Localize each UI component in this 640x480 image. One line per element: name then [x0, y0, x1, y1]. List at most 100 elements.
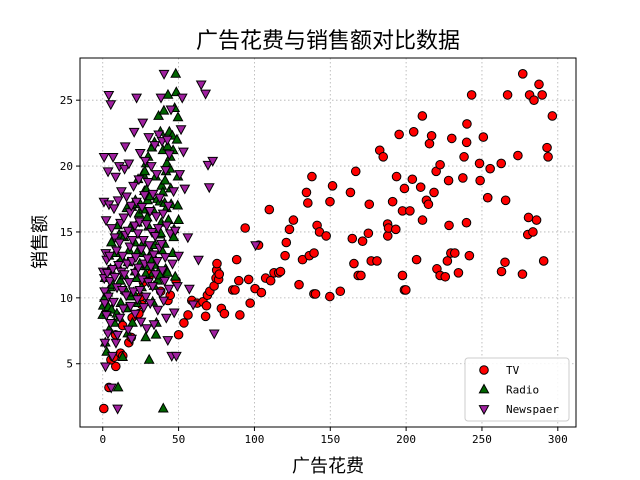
data-point: [394, 129, 404, 140]
data-point: [424, 138, 435, 149]
y-tick-label: 20: [60, 160, 73, 173]
data-point: [214, 269, 225, 279]
data-point: [474, 158, 485, 169]
data-point: [496, 266, 507, 277]
data-point: [357, 236, 368, 246]
data-point: [145, 262, 157, 273]
data-point: [114, 313, 126, 324]
data-point: [98, 152, 110, 163]
data-point: [372, 256, 382, 266]
data-point: [134, 148, 146, 159]
data-point: [117, 351, 129, 362]
data-point: [440, 271, 451, 282]
data-point: [243, 274, 254, 285]
data-point: [502, 90, 513, 100]
data-point: [172, 111, 184, 122]
data-point: [159, 174, 171, 185]
data-point: [173, 214, 185, 224]
data-point: [397, 270, 408, 281]
data-point: [121, 259, 133, 270]
data-point: [345, 187, 356, 198]
data-point: [382, 231, 393, 241]
data-point: [162, 336, 174, 347]
data-point: [183, 310, 193, 320]
data-point: [234, 275, 244, 286]
data-point: [207, 156, 219, 167]
data-point: [150, 328, 162, 339]
data-point: [163, 284, 175, 295]
data-point: [122, 226, 134, 237]
data-point: [200, 89, 212, 100]
data-point: [113, 261, 124, 271]
data-point: [475, 175, 485, 186]
data-point: [363, 228, 374, 239]
data-point: [172, 199, 184, 210]
y-axis-label: 销售额: [30, 215, 51, 269]
data-point: [411, 254, 422, 265]
data-point: [135, 317, 147, 328]
data-point: [461, 217, 472, 228]
legend-box: [464, 357, 570, 422]
data-point: [163, 150, 175, 161]
data-point: [281, 237, 292, 248]
data-point: [110, 338, 122, 349]
data-point: [131, 295, 143, 306]
data-point: [100, 216, 112, 227]
data-point: [415, 182, 426, 192]
y-tick-label: 5: [66, 358, 73, 371]
data-point: [301, 187, 312, 198]
data-point: [142, 177, 154, 188]
data-point: [150, 270, 161, 281]
data-point: [401, 285, 411, 295]
data-point: [450, 248, 460, 258]
data-point: [120, 291, 132, 302]
data-point: [105, 383, 117, 394]
data-point: [407, 174, 418, 185]
series-tv: [99, 69, 558, 414]
data-point: [356, 270, 366, 281]
data-point: [168, 187, 180, 198]
data-point: [193, 255, 204, 266]
data-point: [158, 296, 170, 307]
data-point: [113, 238, 125, 249]
data-point: [250, 241, 262, 252]
x-tick-label: 100: [244, 433, 264, 446]
data-point: [116, 286, 128, 296]
x-tick-label: 300: [548, 433, 568, 446]
data-point: [100, 362, 111, 373]
data-point: [517, 269, 528, 279]
data-point: [105, 318, 116, 329]
data-point: [119, 142, 131, 153]
data-point: [231, 254, 242, 265]
data-point: [174, 170, 186, 181]
data-point: [462, 119, 472, 129]
data-point: [125, 301, 136, 312]
data-point: [459, 152, 469, 162]
data-point: [122, 325, 134, 336]
data-point: [107, 152, 119, 163]
data-point: [154, 193, 166, 204]
legend: TV Radio Newspaer: [464, 357, 570, 422]
data-point: [325, 196, 335, 207]
data-point: [531, 215, 542, 225]
data-point: [110, 172, 122, 183]
data-point: [143, 133, 155, 144]
data-point: [158, 104, 170, 115]
y-tick-label: 25: [60, 94, 73, 107]
data-point: [179, 318, 189, 328]
data-point: [102, 329, 114, 340]
data-point: [129, 309, 141, 320]
data-point: [513, 150, 523, 161]
data-point: [151, 257, 163, 267]
data-point: [446, 133, 457, 144]
data-point: [350, 166, 361, 177]
data-point: [154, 288, 166, 299]
data-point: [101, 268, 113, 279]
data-point: [187, 300, 199, 311]
data-point: [121, 192, 133, 203]
data-point: [325, 291, 335, 302]
data-point: [160, 313, 172, 324]
data-point: [150, 212, 162, 223]
data-point: [118, 213, 130, 224]
data-point: [284, 224, 295, 235]
